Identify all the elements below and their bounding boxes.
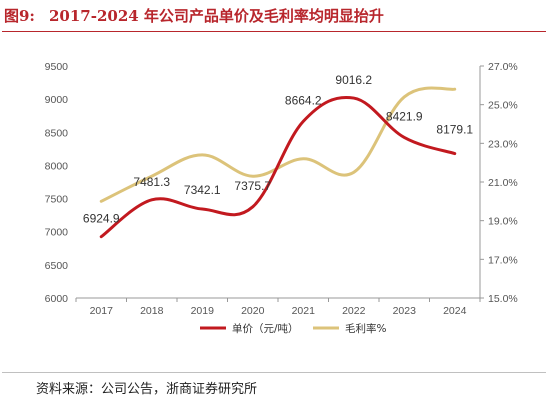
chart-series	[99, 86, 457, 239]
y-right-tick-label: 23.0%	[488, 138, 518, 150]
title-rule	[2, 31, 546, 32]
unit-price-line	[99, 95, 457, 239]
x-tick-label: 2022	[342, 305, 366, 317]
unit-price-data-label: 7481.3	[133, 175, 170, 189]
y-left-tick-label: 6500	[45, 260, 69, 272]
chart-data-labels: 6924.9 7481.3 7342.1 7375.7 8664.2 9016.2 8421…	[83, 73, 474, 226]
unit-price-data-label: 8664.2	[285, 93, 322, 107]
legend-label-gross-margin: 毛利率%	[345, 322, 386, 335]
unit-price-data-label: 8421.9	[386, 109, 423, 123]
y-left-tick-label: 9500	[45, 61, 69, 73]
source-note: 资料来源：公司公告，浙商证券研究所	[36, 382, 258, 397]
chart-title: 图9: 2017-2024 年公司产品单价及毛利率均明显抬升	[4, 5, 398, 26]
y-left-tick-label: 8000	[45, 160, 69, 172]
x-tick-label: 2024	[443, 305, 467, 317]
x-tick-label: 2017	[90, 305, 114, 317]
y-right-tick-label: 19.0%	[488, 216, 518, 228]
figure-number: 图9:	[4, 7, 35, 25]
unit-price-data-label: 8179.1	[436, 123, 473, 137]
x-tick-label: 2023	[393, 305, 417, 317]
y-right-tick-label: 15.0%	[488, 293, 518, 305]
y-left-tick-label: 7000	[45, 227, 69, 239]
y-right-tick-label: 27.0%	[488, 61, 518, 73]
unit-price-data-label: 7342.1	[184, 183, 221, 197]
figure-title: 2017-2024 年公司产品单价及毛利率均明显抬升	[48, 7, 384, 25]
gross-margin-line	[99, 86, 457, 203]
x-tick-label: 2021	[292, 305, 316, 317]
y-left-tick-label: 6000	[45, 293, 69, 305]
y-left-tick-label: 8500	[45, 127, 69, 139]
y-right-tick-label: 17.0%	[488, 254, 518, 266]
y-right-tick-label: 21.0%	[488, 177, 518, 189]
legend-label-unit-price: 单价（元/吨）	[232, 322, 299, 335]
chart-axes: 2017 2018 2019 2020 2021 2022 2023 2024 6000 6500…	[45, 61, 518, 317]
chart-canvas: 2017 2018 2019 2020 2021 2022 2023 2024 6000 6500…	[45, 61, 518, 335]
x-tick-label: 2020	[241, 305, 265, 317]
y-left-tick-label: 7500	[45, 194, 69, 206]
unit-price-data-label: 7375.7	[234, 179, 271, 193]
x-tick-label: 2019	[191, 305, 215, 317]
y-left-tick-label: 9000	[45, 94, 69, 106]
y-right-tick-label: 25.0%	[488, 100, 518, 112]
unit-price-data-label: 6924.9	[83, 212, 120, 226]
unit-price-data-label: 9016.2	[335, 73, 372, 87]
source-rule	[2, 372, 546, 373]
x-tick-label: 2018	[140, 305, 164, 317]
chart-legend: 单价（元/吨） 毛利率%	[200, 322, 386, 335]
